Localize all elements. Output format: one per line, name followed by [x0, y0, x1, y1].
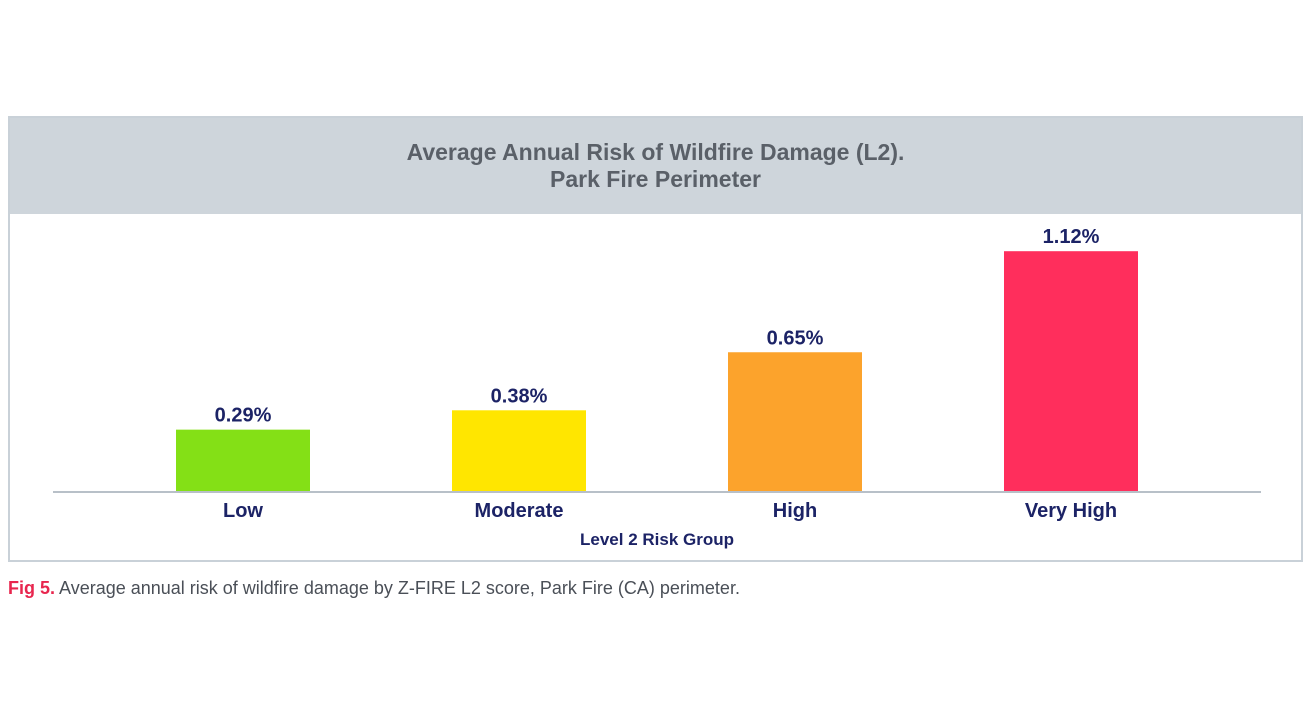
category-label: Low — [223, 500, 263, 522]
bar-moderate — [452, 410, 586, 492]
value-label: 0.29% — [215, 405, 272, 427]
figure-caption: Fig 5. Average annual risk of wildfire d… — [8, 578, 740, 599]
value-label: 0.65% — [767, 327, 824, 349]
caption-label: Fig 5. — [8, 578, 56, 598]
bar-high — [728, 352, 862, 492]
chart-title: Average Annual Risk of Wildfire Damage (… — [406, 139, 905, 165]
value-label: 0.38% — [491, 385, 548, 407]
bar-chart: 0.29% Low 0.38% Moderate 0.65% High 1.12% Very … — [53, 226, 1261, 549]
bar-low — [176, 429, 310, 492]
value-label: 1.12% — [1043, 226, 1100, 248]
category-label: Very High — [1025, 500, 1117, 522]
category-label: Moderate — [475, 500, 564, 522]
caption-text: Average annual risk of wildfire damage b… — [55, 578, 740, 598]
bar-very-high — [1004, 251, 1138, 492]
x-axis-title: Level 2 Risk Group — [580, 530, 734, 549]
chart-frame: Average Annual Risk of Wildfire Damage (… — [8, 116, 1303, 562]
chart-header: Average Annual Risk of Wildfire Damage (… — [10, 118, 1301, 214]
category-label: High — [773, 500, 817, 522]
chart-subtitle: Park Fire Perimeter — [550, 166, 761, 192]
